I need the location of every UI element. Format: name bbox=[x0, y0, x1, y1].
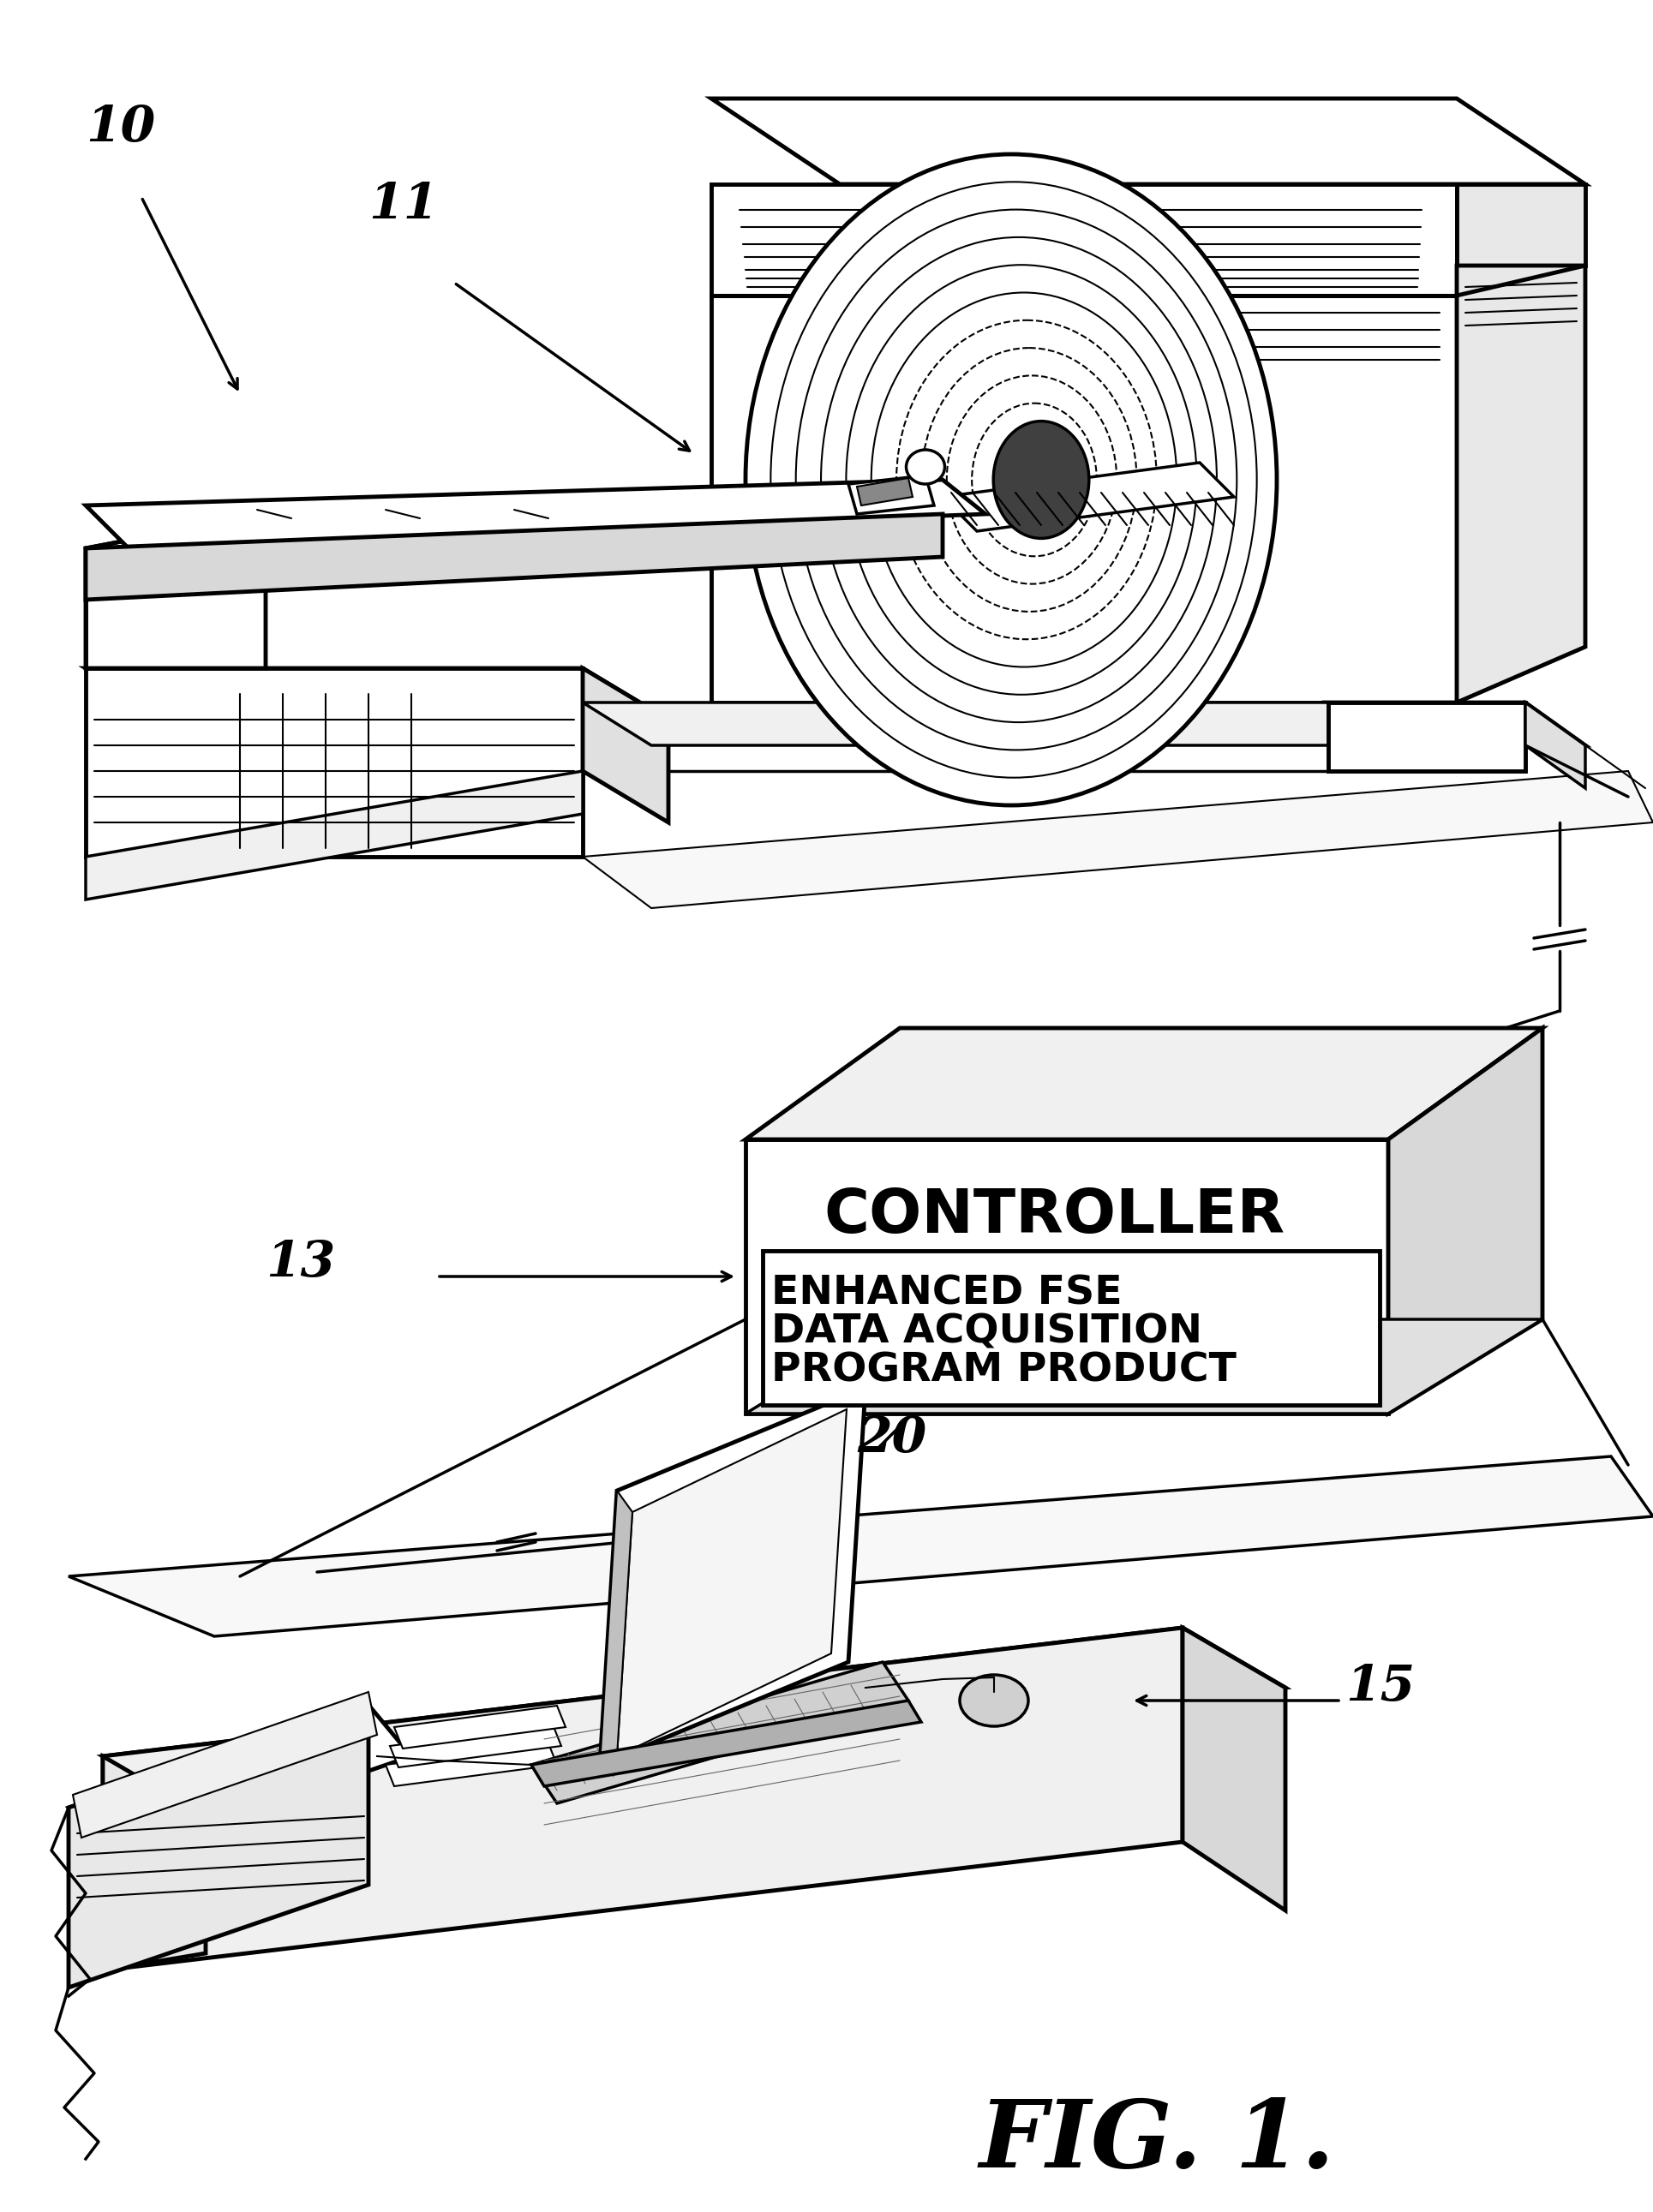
Polygon shape bbox=[86, 668, 668, 719]
Polygon shape bbox=[848, 476, 934, 513]
Polygon shape bbox=[600, 1491, 633, 1765]
Polygon shape bbox=[86, 668, 584, 856]
Polygon shape bbox=[584, 703, 1585, 745]
Polygon shape bbox=[1182, 1628, 1286, 1911]
Polygon shape bbox=[617, 1409, 846, 1756]
Polygon shape bbox=[68, 1455, 1653, 1637]
Ellipse shape bbox=[993, 420, 1089, 538]
Polygon shape bbox=[584, 772, 1653, 909]
Polygon shape bbox=[102, 1628, 1286, 1816]
Polygon shape bbox=[942, 462, 1235, 531]
Polygon shape bbox=[86, 513, 266, 668]
Polygon shape bbox=[68, 1705, 412, 1858]
Polygon shape bbox=[746, 1029, 1542, 1139]
Polygon shape bbox=[1456, 265, 1585, 703]
Polygon shape bbox=[711, 100, 1585, 184]
Polygon shape bbox=[86, 480, 985, 549]
Polygon shape bbox=[584, 703, 1526, 772]
Polygon shape bbox=[102, 1756, 205, 1971]
Polygon shape bbox=[390, 1725, 562, 1767]
Polygon shape bbox=[711, 296, 1456, 703]
Polygon shape bbox=[86, 772, 584, 900]
Polygon shape bbox=[711, 184, 1456, 296]
Polygon shape bbox=[73, 1692, 377, 1838]
Polygon shape bbox=[1329, 703, 1585, 745]
Polygon shape bbox=[746, 1139, 1389, 1413]
Polygon shape bbox=[531, 1701, 921, 1787]
Polygon shape bbox=[584, 668, 668, 823]
Polygon shape bbox=[68, 1705, 369, 1989]
Text: FIG. 1.: FIG. 1. bbox=[979, 2095, 1336, 2188]
Ellipse shape bbox=[960, 1674, 1028, 1725]
Polygon shape bbox=[1329, 703, 1526, 772]
Polygon shape bbox=[531, 1661, 909, 1803]
Ellipse shape bbox=[906, 449, 946, 484]
Polygon shape bbox=[856, 478, 912, 507]
Text: 13: 13 bbox=[266, 1239, 336, 1287]
Polygon shape bbox=[385, 1743, 557, 1787]
Text: DATA ACQUISITION: DATA ACQUISITION bbox=[772, 1314, 1202, 1352]
Polygon shape bbox=[600, 1387, 866, 1765]
Text: 20: 20 bbox=[856, 1413, 927, 1462]
Polygon shape bbox=[762, 1250, 1380, 1405]
Text: ENHANCED FSE: ENHANCED FSE bbox=[772, 1274, 1122, 1314]
Polygon shape bbox=[1456, 184, 1585, 265]
Polygon shape bbox=[1389, 1029, 1542, 1413]
Text: 11: 11 bbox=[369, 181, 438, 230]
Polygon shape bbox=[393, 1705, 565, 1747]
Polygon shape bbox=[1526, 703, 1585, 787]
Text: CONTROLLER: CONTROLLER bbox=[823, 1188, 1284, 1245]
Polygon shape bbox=[86, 513, 942, 599]
Text: 10: 10 bbox=[86, 104, 155, 153]
Polygon shape bbox=[102, 1628, 1182, 1971]
Text: 15: 15 bbox=[1346, 1663, 1415, 1712]
Polygon shape bbox=[746, 1318, 1542, 1413]
Text: PROGRAM PRODUCT: PROGRAM PRODUCT bbox=[772, 1352, 1236, 1389]
Ellipse shape bbox=[746, 155, 1276, 805]
